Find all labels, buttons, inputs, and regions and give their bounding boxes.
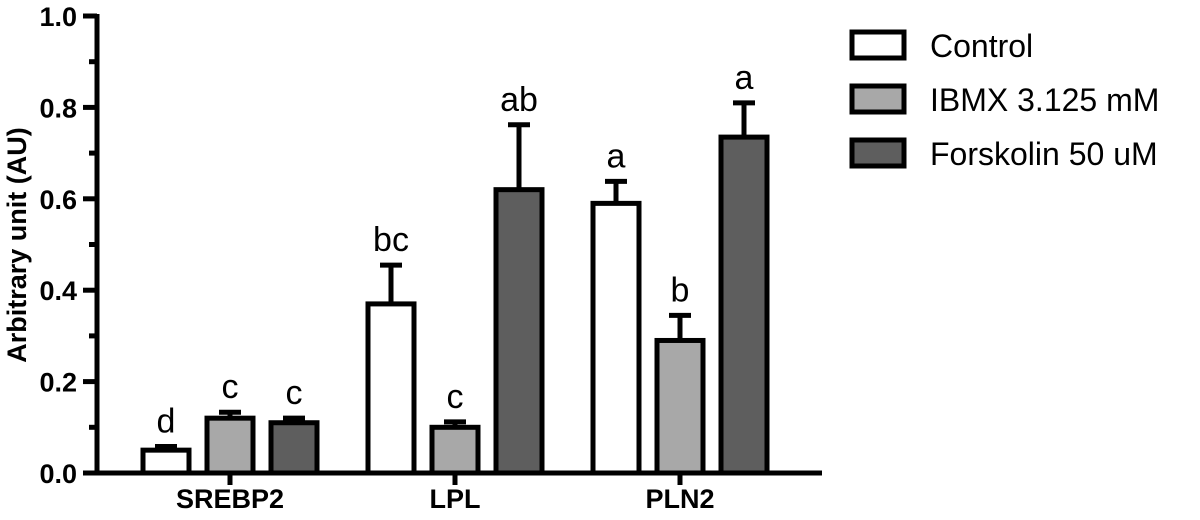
y-axis-label: Arbitrary unit (AU) [2, 127, 32, 363]
significance-label: c [447, 378, 464, 416]
significance-label: a [735, 59, 754, 97]
x-tick-label: LPL [430, 484, 481, 514]
legend-swatch [849, 83, 907, 115]
axes-layer: SREBP2 LPL PLN2 0.0 0.2 0.4 0.6 0.8 1.0 [39, 2, 822, 514]
y-tick-label: 0.6 [39, 185, 77, 215]
bar-srebp2-series-0 [140, 447, 192, 476]
legend-swatch [849, 29, 907, 61]
y-tick-label: 0.8 [39, 93, 77, 123]
legend-swatch [849, 137, 907, 169]
x-tick-label: PLN2 [645, 484, 714, 514]
significance-label: bc [373, 221, 409, 259]
y-tick-label: 0.2 [39, 368, 77, 398]
significance-label: b [671, 271, 690, 309]
significance-label: c [286, 374, 303, 412]
y-tick-label: 0.0 [39, 459, 77, 489]
bar-lpl-series-1 [429, 424, 481, 476]
x-tick-label: SREBP2 [176, 484, 284, 514]
bar-pln2-series-0 [590, 200, 642, 476]
legend: Control IBMX 3.125 mM Forskolin 50 uM [849, 28, 1159, 172]
y-tick-label: 1.0 [39, 2, 77, 32]
bar-pln2-series-2 [718, 134, 770, 476]
bar-lpl-series-2 [493, 187, 545, 476]
legend-label: IBMX 3.125 mM [930, 82, 1159, 118]
y-tick-label: 0.4 [39, 276, 77, 306]
significance-label: c [222, 368, 239, 406]
significance-label: ab [500, 81, 538, 119]
legend-label: Forskolin 50 uM [930, 136, 1158, 172]
legend-label: Control [930, 28, 1033, 64]
bar-lpl-series-0 [365, 301, 417, 476]
bar-pln2-series-1 [654, 337, 706, 476]
significance-label: d [157, 402, 176, 440]
bar-srebp2-series-2 [268, 420, 320, 476]
significance-label: a [607, 137, 626, 175]
bar-srebp2-series-1 [204, 415, 256, 476]
